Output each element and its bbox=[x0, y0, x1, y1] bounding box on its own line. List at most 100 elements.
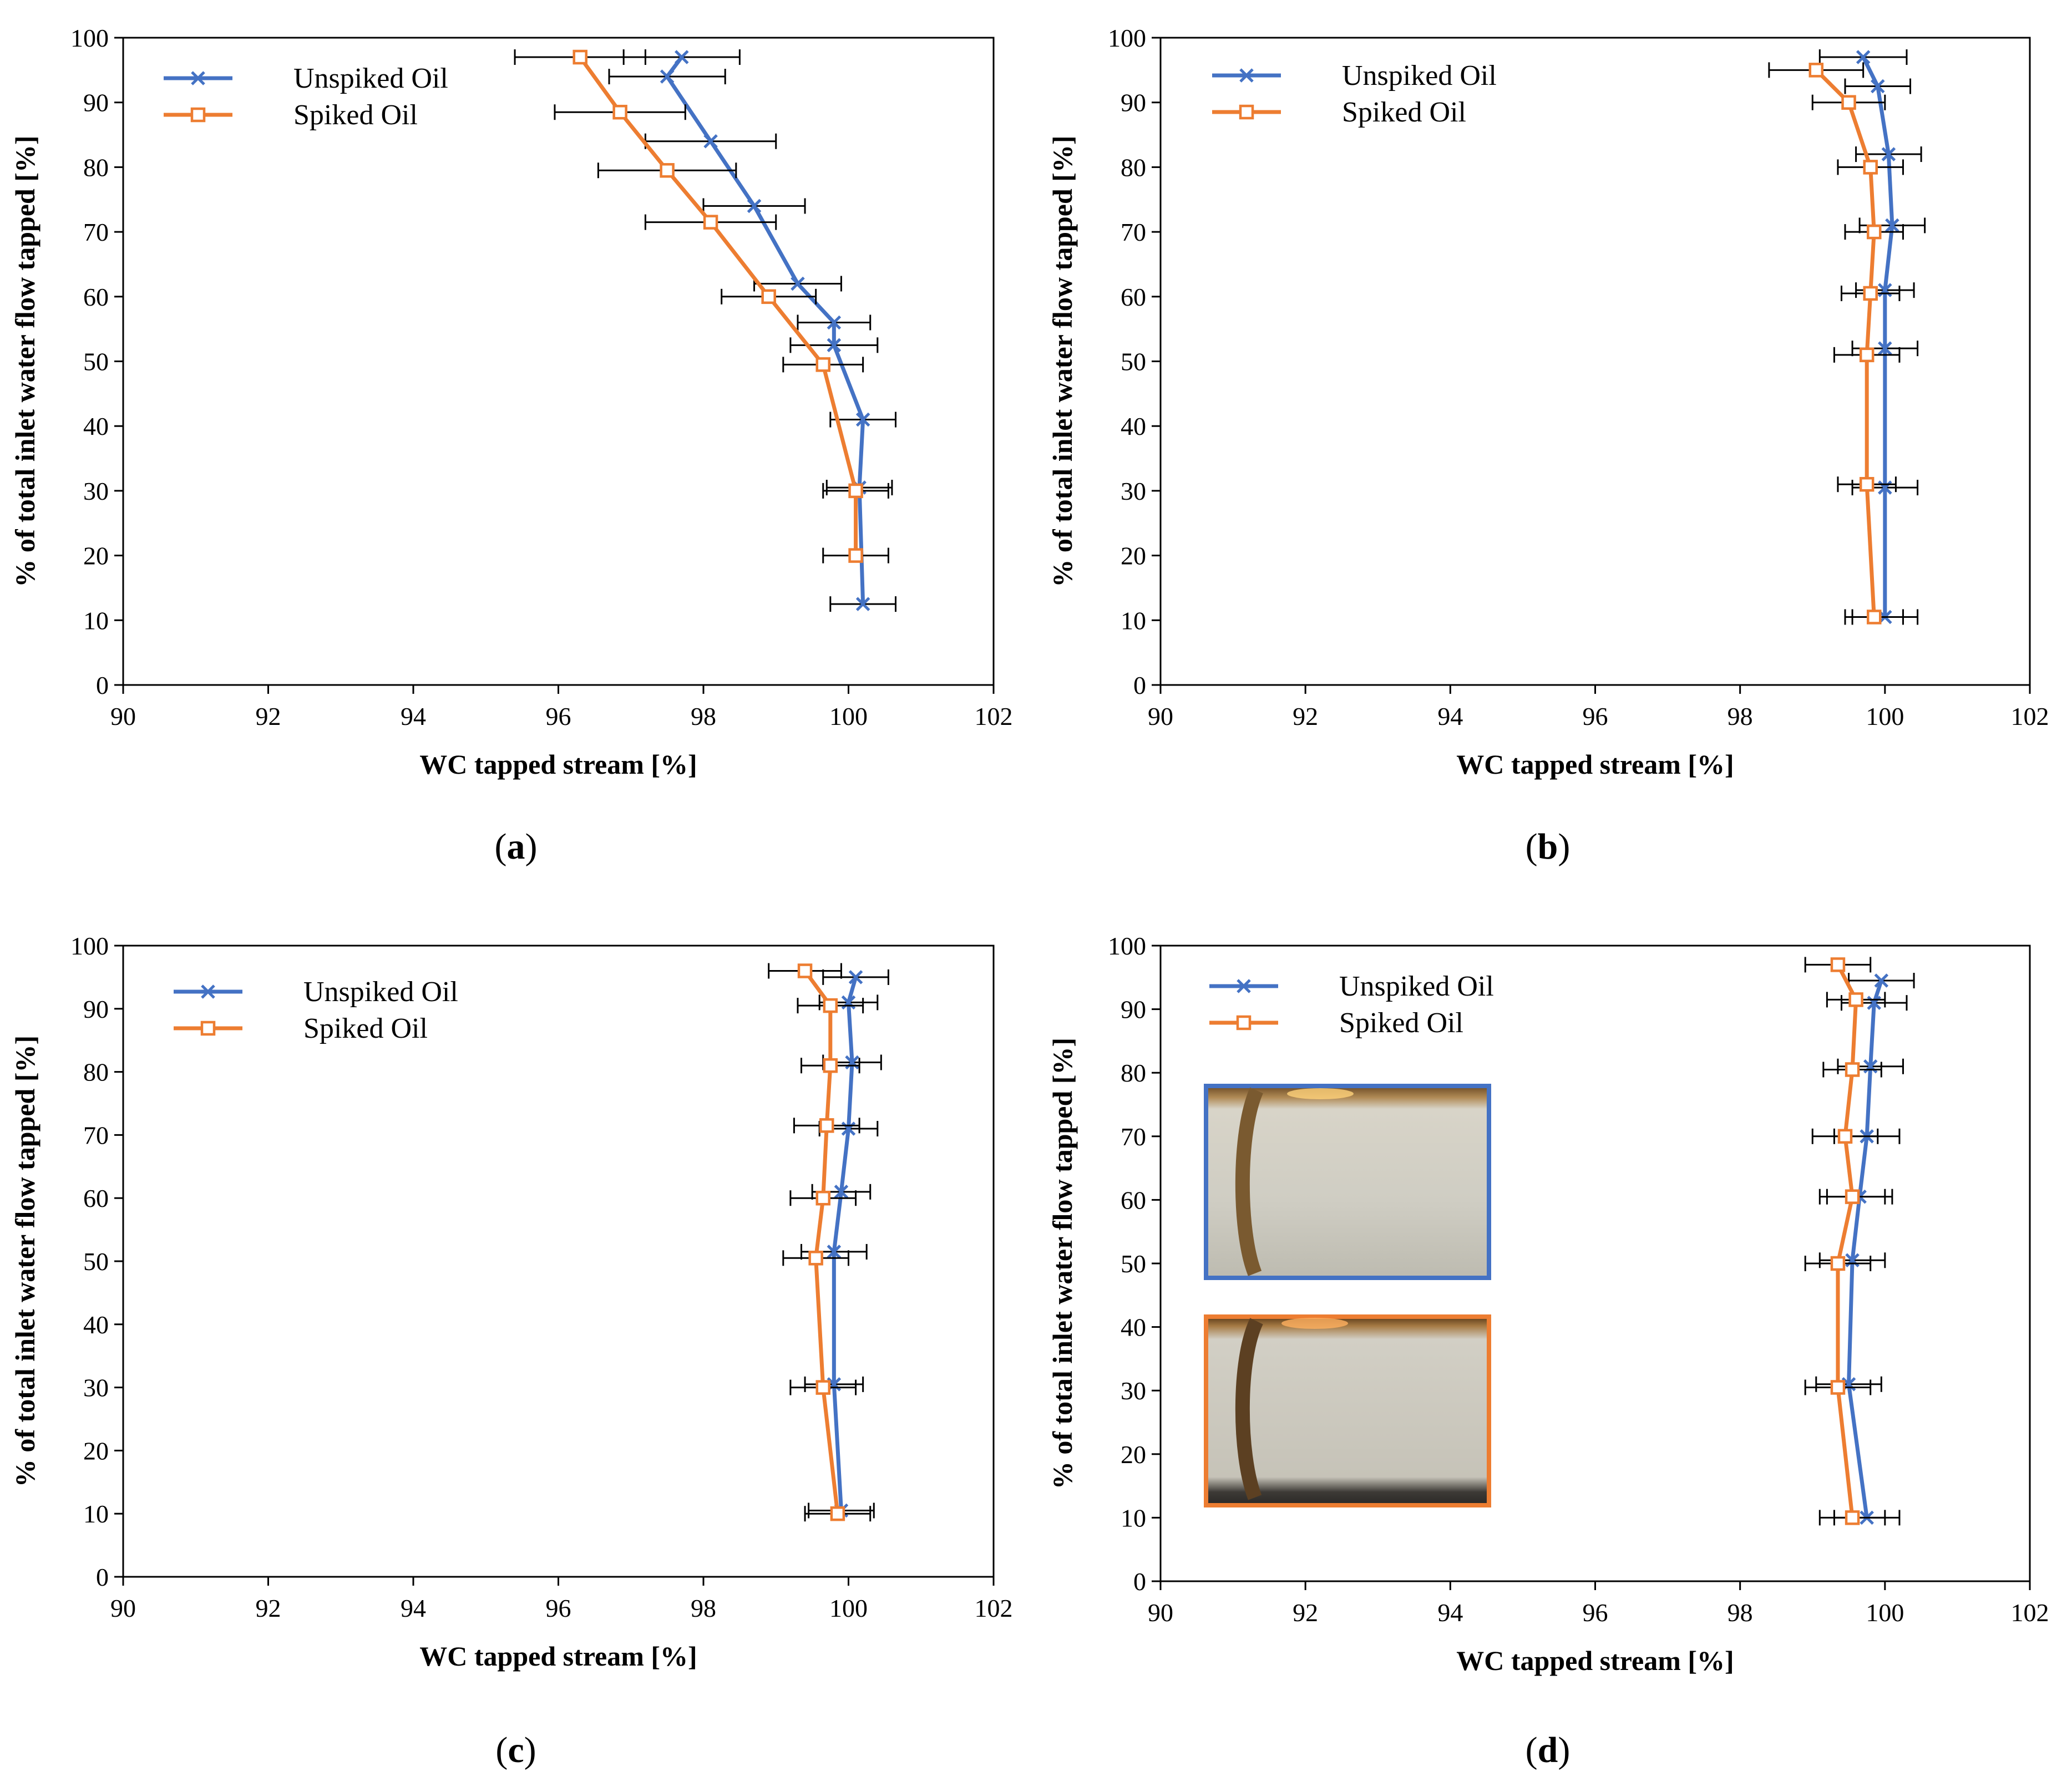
y-tick-label: 50 bbox=[83, 348, 109, 376]
x-axis-title: WC tapped stream [%] bbox=[1456, 749, 1734, 780]
legend: Unspiked Oil Spiked Oil bbox=[174, 976, 458, 1044]
data-point-square-marker bbox=[808, 1251, 823, 1266]
panel-label-open: ( bbox=[1526, 826, 1538, 867]
y-tick-label: 20 bbox=[1121, 542, 1146, 570]
x-tick-label: 100 bbox=[829, 1594, 868, 1622]
series-line bbox=[1847, 979, 1883, 1518]
y-tick-label: 80 bbox=[1121, 1059, 1146, 1087]
y-tick-label: 40 bbox=[83, 1311, 109, 1339]
marker-stroke bbox=[660, 69, 675, 84]
data-point-x-marker bbox=[834, 1185, 849, 1199]
data-point-x-marker bbox=[841, 1121, 856, 1136]
legend-marker bbox=[201, 984, 215, 999]
panel-label-close: ) bbox=[1558, 826, 1570, 867]
data-point-square-marker bbox=[1808, 63, 1824, 78]
y-tick-label: 20 bbox=[83, 542, 109, 570]
x-tick-label: 92 bbox=[256, 702, 281, 730]
data-point-x-marker bbox=[827, 315, 842, 330]
y-tick-label: 70 bbox=[1121, 218, 1146, 246]
y-tick-label: 80 bbox=[83, 1058, 109, 1087]
marker-stroke bbox=[845, 1055, 859, 1070]
x-axis-title: WC tapped stream [%] bbox=[419, 1641, 697, 1672]
legend-marker bbox=[1236, 1015, 1252, 1030]
data-point-x-marker bbox=[1885, 218, 1899, 233]
marker-stroke bbox=[1878, 341, 1892, 356]
y-tick-label: 80 bbox=[1121, 153, 1146, 181]
marker-stroke bbox=[1863, 1059, 1878, 1074]
y-tick-label: 70 bbox=[83, 218, 109, 246]
legend-label: Spiked Oil bbox=[303, 1013, 428, 1044]
data-point-square-marker bbox=[1863, 286, 1878, 301]
data-point-square-marker bbox=[1863, 160, 1878, 175]
x-tick-label: 102 bbox=[2011, 1598, 2049, 1627]
legend-label: Unspiked Oil bbox=[1339, 971, 1494, 1002]
x-tick-label: 94 bbox=[401, 702, 426, 730]
data-point-square-marker bbox=[797, 963, 813, 978]
data-point-x-marker bbox=[747, 199, 762, 214]
data-point-square-marker bbox=[660, 163, 675, 178]
x-tick-label: 98 bbox=[1727, 1598, 1753, 1627]
legend-item-spiked-oil: Spiked Oil bbox=[1212, 97, 1466, 128]
data-point-x-marker bbox=[703, 134, 718, 149]
x-tick-label: 102 bbox=[975, 702, 1013, 730]
series-line bbox=[1861, 56, 1894, 617]
data-point-x-marker bbox=[1863, 1059, 1878, 1074]
legend-label: Spiked Oil bbox=[1342, 97, 1466, 128]
marker-stroke bbox=[855, 412, 870, 427]
data-point-square-marker bbox=[1841, 95, 1856, 110]
x-tick-label: 100 bbox=[829, 702, 868, 730]
legend-item-unspiked-oil: Unspiked Oil bbox=[1209, 971, 1494, 1002]
x-axis-title: WC tapped stream [%] bbox=[1456, 1645, 1734, 1676]
y-tick-label: 0 bbox=[1133, 671, 1146, 699]
data-point-square-marker bbox=[573, 49, 587, 65]
data-point-x-marker bbox=[855, 597, 870, 611]
series-spiked-oil bbox=[1804, 957, 1886, 1526]
y-tick-label: 100 bbox=[1108, 24, 1146, 52]
legend-marker bbox=[200, 1021, 216, 1036]
data-point-square-marker bbox=[1837, 1129, 1853, 1144]
marker-stroke bbox=[834, 1185, 849, 1199]
legend-marker bbox=[1239, 104, 1254, 120]
legend-item-spiked-oil: Spiked Oil bbox=[164, 99, 418, 131]
marker-stroke bbox=[675, 50, 689, 64]
marker-stroke bbox=[841, 995, 856, 1010]
y-tick-label: 50 bbox=[83, 1247, 109, 1276]
marker-stroke bbox=[855, 597, 870, 611]
data-point-square-marker bbox=[1830, 1256, 1846, 1271]
x-tick-label: 94 bbox=[1437, 702, 1463, 730]
data-point-x-marker bbox=[827, 338, 842, 353]
x-tick-label: 102 bbox=[2011, 702, 2049, 730]
y-tick-label: 60 bbox=[83, 283, 109, 311]
panel-label-letter: a bbox=[507, 826, 525, 867]
marker-stroke bbox=[827, 315, 842, 330]
marker-stroke bbox=[703, 134, 718, 149]
y-tick-label: 10 bbox=[83, 606, 109, 634]
y-tick-label: 90 bbox=[1121, 996, 1146, 1024]
y-tick-label: 10 bbox=[83, 1500, 109, 1528]
marker-stroke bbox=[1874, 973, 1889, 988]
data-point-x-marker bbox=[848, 970, 863, 984]
y-tick-label: 10 bbox=[1121, 1504, 1146, 1532]
y-tick-label: 30 bbox=[83, 1374, 109, 1402]
data-point-x-marker bbox=[1881, 147, 1896, 161]
data-point-square-marker bbox=[815, 1190, 830, 1206]
x-tick-label: 92 bbox=[256, 1594, 281, 1622]
y-tick-label: 60 bbox=[83, 1184, 109, 1212]
pipe-ring-graphic bbox=[1235, 1087, 1264, 1276]
marker-stroke bbox=[1881, 147, 1896, 161]
data-point-square-marker bbox=[823, 1058, 838, 1073]
x-tick-label: 92 bbox=[1293, 702, 1318, 730]
y-tick-label: 0 bbox=[1133, 1567, 1146, 1596]
y-tick-label: 30 bbox=[83, 477, 109, 505]
marker-stroke bbox=[791, 276, 805, 291]
legend: Unspiked Oil Spiked Oil bbox=[1209, 971, 1494, 1039]
legend-item-spiked-oil: Spiked Oil bbox=[174, 1013, 428, 1044]
panel-label-letter: c bbox=[508, 1730, 524, 1770]
x-tick-label: 96 bbox=[1583, 702, 1608, 730]
chart-panel-b: 0 10 20 30 40 50 60 70 80 90 100 90 92 94 96 98 100 102 WC… bbox=[1047, 24, 2049, 867]
legend-item-unspiked-oil: Unspiked Oil bbox=[174, 976, 458, 1008]
panel-label-close: ) bbox=[525, 826, 538, 867]
legend-label: Spiked Oil bbox=[1339, 1007, 1463, 1039]
panel-label: (d) bbox=[1526, 1730, 1571, 1770]
marker-stroke bbox=[1845, 1253, 1860, 1268]
